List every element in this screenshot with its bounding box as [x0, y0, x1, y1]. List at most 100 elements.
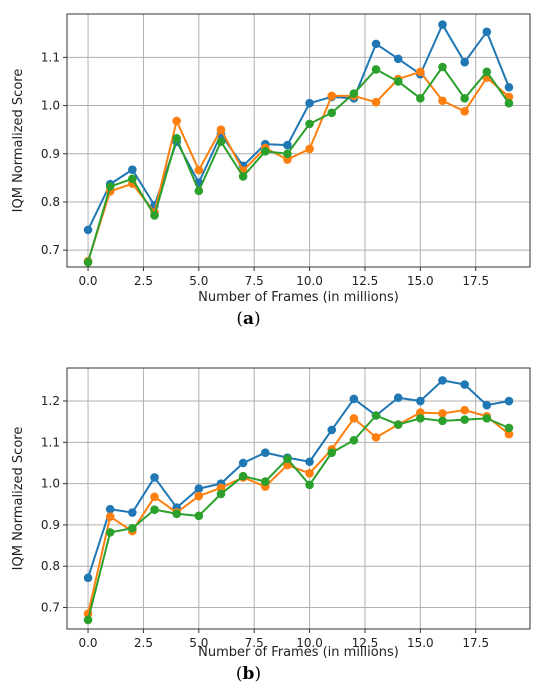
- data-point: [371, 97, 381, 107]
- data-point: [460, 57, 469, 67]
- x-tick-label: 10.0: [296, 636, 323, 650]
- chart-panel-b: 0.0 2.5 5.0 7.5 10.0 12.5 15.0 17.5 0.7 0.8 0.9 1.0…: [11, 367, 531, 684]
- data-point: [194, 491, 204, 501]
- x-tick-label: 15.0: [407, 274, 434, 288]
- data-point: [128, 165, 137, 174]
- data-point: [349, 394, 359, 404]
- data-point: [504, 423, 514, 433]
- x-tick-label: 2.5: [134, 636, 153, 650]
- data-point: [83, 573, 93, 583]
- data-point: [327, 448, 337, 457]
- data-point: [128, 174, 137, 184]
- x-tick-label: 7.5: [245, 274, 264, 288]
- y-tick-label: 1.0: [41, 99, 60, 113]
- panel-label: (b): [236, 664, 261, 684]
- data-point: [216, 483, 226, 493]
- data-point: [305, 457, 314, 467]
- data-point: [416, 396, 425, 406]
- x-tick-label: 17.5: [462, 636, 489, 650]
- data-point: [504, 98, 514, 108]
- data-point: [105, 512, 115, 521]
- series-line-3: [87, 414, 510, 621]
- data-point: [371, 39, 381, 49]
- data-point: [438, 416, 447, 426]
- data-point: [238, 458, 248, 468]
- y-tick-label: 0.8: [41, 559, 60, 573]
- data-point: [393, 420, 403, 429]
- y-axis-label: IQM Normalized Score: [11, 69, 26, 213]
- chart-panel-a: 0.0 2.5 5.0 7.5 10.0 12.5 15.0 17.5 0.7 0.8 0.9 1.0…: [11, 13, 531, 329]
- x-tick-label: 0.0: [78, 636, 97, 650]
- data-point: [283, 149, 292, 159]
- data-point: [438, 376, 447, 385]
- data-point: [260, 477, 270, 486]
- data-point: [504, 396, 514, 406]
- data-point: [305, 98, 314, 108]
- y-tick-label: 1.0: [41, 477, 60, 491]
- data-point: [393, 77, 403, 86]
- data-point: [105, 504, 115, 514]
- data-point: [238, 172, 248, 181]
- data-point: [460, 380, 469, 389]
- plot-frame: [66, 13, 531, 268]
- x-tick-label: 10.0: [296, 274, 323, 288]
- x-tick-label: 5.0: [189, 636, 208, 650]
- data-point: [371, 433, 381, 442]
- y-tick-label: 0.7: [41, 601, 60, 615]
- data-point: [349, 414, 359, 423]
- data-point: [460, 107, 469, 116]
- series-line-2: [87, 70, 510, 262]
- data-point: [150, 473, 159, 482]
- data-point: [194, 165, 204, 175]
- data-point: [416, 414, 425, 423]
- series-line-3: [87, 66, 510, 263]
- data-point: [460, 415, 469, 424]
- data-point: [393, 393, 403, 403]
- data-point: [371, 411, 381, 420]
- data-point: [83, 225, 93, 235]
- data-point: [482, 414, 492, 423]
- data-point: [305, 144, 314, 154]
- data-point: [216, 489, 226, 499]
- data-point: [172, 509, 181, 519]
- data-point: [327, 108, 337, 118]
- y-tick-label: 0.8: [41, 195, 60, 209]
- data-point: [194, 484, 204, 493]
- data-point: [194, 511, 204, 521]
- data-point: [416, 94, 425, 103]
- y-tick-label: 1.1: [41, 435, 60, 449]
- y-tick-label: 0.7: [41, 243, 60, 257]
- data-point: [305, 119, 314, 129]
- data-point: [327, 91, 337, 101]
- x-tick-label: 7.5: [245, 636, 264, 650]
- x-axis-label: Number of Frames (in millions): [198, 645, 399, 660]
- x-tick-label: 0.0: [78, 274, 97, 288]
- data-point: [349, 89, 359, 98]
- plot-frame: [66, 367, 531, 630]
- data-point: [194, 186, 204, 196]
- data-point: [260, 147, 270, 156]
- x-tick-label: 12.5: [352, 636, 379, 650]
- x-tick-label: 17.5: [462, 274, 489, 288]
- x-tick-label: 15.0: [407, 636, 434, 650]
- data-point: [504, 82, 514, 92]
- data-point: [238, 471, 248, 481]
- data-point: [371, 65, 381, 74]
- data-point: [438, 409, 447, 418]
- data-point: [460, 405, 469, 415]
- data-point: [283, 140, 292, 150]
- data-point: [438, 96, 447, 106]
- x-axis-label: Number of Frames (in millions): [198, 290, 399, 305]
- data-point: [482, 400, 492, 410]
- series-line-1: [87, 23, 510, 231]
- x-tick-label: 5.0: [189, 274, 208, 288]
- data-point: [128, 508, 137, 517]
- data-point: [305, 469, 314, 478]
- data-point: [482, 67, 492, 77]
- data-point: [150, 505, 159, 514]
- data-point: [216, 125, 226, 134]
- data-point: [283, 454, 292, 464]
- data-point: [83, 257, 93, 267]
- y-tick-label: 0.9: [41, 147, 60, 161]
- y-axis-label: IQM Normalized Score: [11, 427, 26, 571]
